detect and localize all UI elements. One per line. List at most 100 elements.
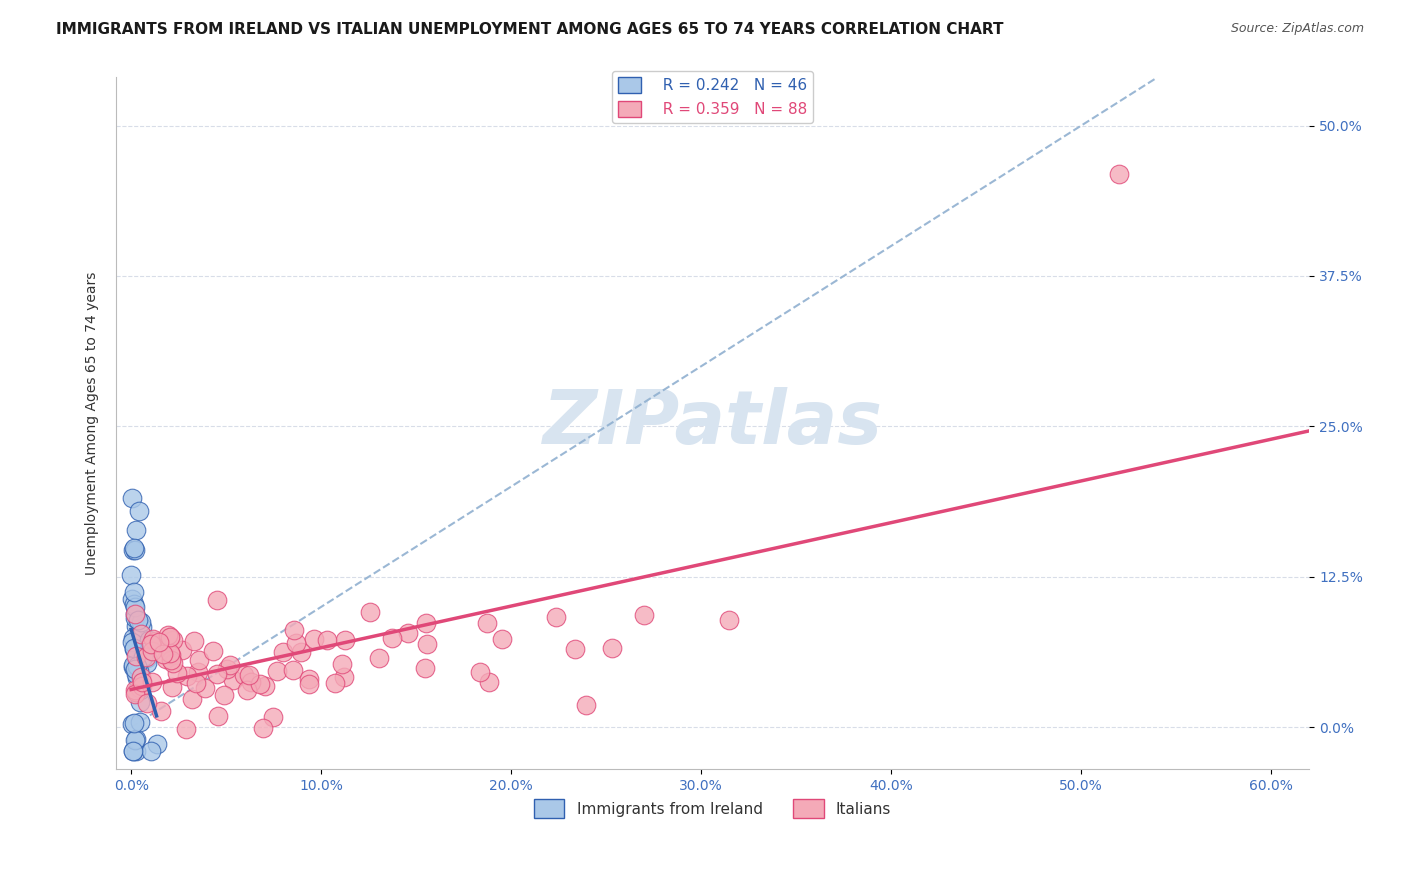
Point (160, 648, 183, 662)
Point (633, 608, 655, 623)
Point (143, 634, 166, 648)
Point (194, 681, 217, 696)
Point (205, 666, 228, 681)
Point (290, 645, 312, 659)
Point (122, 597, 145, 611)
Point (129, 670, 152, 684)
Point (124, 732, 146, 747)
Point (214, 688, 236, 702)
Point (381, 631, 404, 645)
Point (121, 592, 143, 607)
Point (122, 632, 145, 646)
Point (139, 637, 162, 651)
Point (120, 567, 142, 582)
Point (330, 657, 353, 671)
Point (141, 675, 163, 690)
Point (236, 683, 259, 698)
Point (283, 663, 305, 677)
Point (141, 643, 163, 657)
Point (283, 623, 305, 637)
Point (128, 681, 150, 695)
Point (145, 737, 167, 751)
Point (136, 657, 159, 671)
Point (129, 651, 152, 665)
Point (183, 634, 205, 648)
Point (125, 685, 148, 699)
Point (128, 504, 150, 518)
Point (124, 662, 146, 676)
Point (221, 673, 243, 688)
Point (131, 675, 153, 690)
Point (125, 732, 148, 747)
Point (131, 679, 153, 693)
Point (135, 650, 157, 665)
Point (124, 600, 146, 615)
Point (315, 632, 337, 647)
Point (122, 744, 145, 758)
Point (127, 613, 149, 627)
Point (718, 613, 741, 627)
Point (477, 615, 499, 630)
Point (262, 709, 284, 723)
Point (124, 682, 146, 697)
Point (129, 615, 152, 629)
Point (575, 698, 598, 712)
Point (155, 651, 177, 665)
Point (252, 722, 274, 736)
Point (122, 658, 145, 673)
Point (125, 619, 148, 633)
Point (240, 675, 263, 690)
Point (129, 715, 152, 730)
Point (124, 611, 146, 625)
Point (156, 628, 179, 642)
Text: Source: ZipAtlas.com: Source: ZipAtlas.com (1230, 22, 1364, 36)
Point (125, 744, 148, 758)
Point (121, 635, 143, 649)
Point (159, 630, 181, 644)
Point (468, 665, 491, 679)
Point (122, 585, 145, 599)
Point (124, 687, 146, 701)
Point (142, 632, 165, 646)
Point (124, 607, 146, 621)
Point (176, 669, 198, 683)
Point (187, 665, 209, 680)
Point (159, 630, 181, 644)
Point (122, 541, 145, 555)
Point (132, 650, 155, 665)
Point (152, 648, 174, 662)
Point (302, 632, 325, 646)
Point (491, 632, 513, 647)
Point (323, 675, 346, 690)
Point (202, 644, 225, 658)
Point (413, 661, 436, 675)
Point (121, 543, 143, 558)
Point (128, 683, 150, 698)
Point (416, 637, 439, 651)
Legend: Immigrants from Ireland, Italians: Immigrants from Ireland, Italians (527, 793, 897, 824)
Point (217, 662, 239, 676)
Point (170, 642, 193, 657)
Point (138, 632, 160, 647)
Point (218, 658, 240, 673)
Point (148, 634, 170, 648)
Point (368, 650, 391, 665)
Point (128, 664, 150, 678)
Point (162, 632, 184, 647)
Text: ZIPatlas: ZIPatlas (543, 387, 883, 460)
Point (125, 523, 148, 537)
Point (233, 667, 256, 681)
Point (150, 705, 173, 719)
Point (207, 592, 229, 607)
Point (122, 660, 145, 674)
Point (285, 636, 308, 650)
Point (127, 671, 149, 685)
Point (184, 675, 207, 690)
Point (174, 723, 197, 737)
Point (124, 543, 146, 558)
Point (415, 616, 437, 631)
Point (266, 664, 288, 678)
Point (122, 715, 145, 730)
Point (166, 665, 188, 680)
Point (253, 680, 276, 694)
